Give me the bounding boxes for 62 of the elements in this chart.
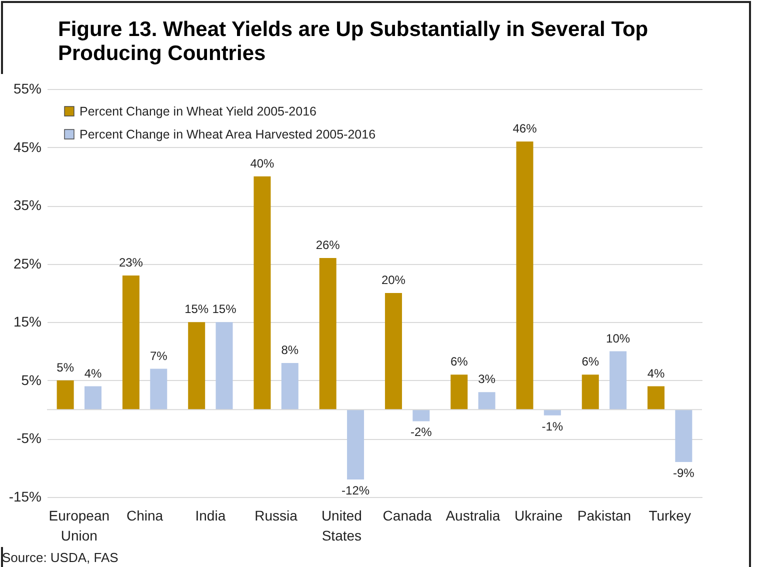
bar: [648, 386, 665, 410]
y-tick-label: 25%: [13, 255, 42, 272]
x-tick-label: China: [126, 508, 164, 524]
bar: [319, 258, 336, 410]
bar: [347, 410, 364, 480]
bar: [412, 410, 430, 422]
x-tick-label: Canada: [382, 508, 432, 524]
y-tick-label: 35%: [13, 197, 42, 214]
y-tick-label: 5%: [21, 372, 42, 388]
bar: [122, 276, 140, 410]
x-tick-label: European Union: [48, 508, 110, 544]
legend-label: Percent Change in Wheat Yield 2005-2016: [80, 104, 317, 118]
data-label: 23%: [118, 256, 144, 270]
data-label: 20%: [381, 273, 406, 287]
x-tick-label: Pakistan: [577, 508, 632, 524]
data-label: 3%: [478, 372, 496, 386]
data-label: 40%: [250, 156, 275, 170]
x-tick-label: India: [195, 508, 226, 524]
data-label: 4%: [647, 366, 666, 380]
data-label: -1%: [542, 419, 564, 434]
y-tick-label: 55%: [13, 80, 42, 96]
bar: [450, 374, 468, 410]
y-tick-label: -5%: [16, 430, 42, 446]
source-note: Source: USDA, FAS: [2, 550, 118, 565]
x-tick-label: United States: [321, 508, 362, 544]
data-label: 46%: [512, 121, 538, 136]
bar: [675, 410, 692, 462]
data-label: -12%: [342, 484, 370, 498]
legend-label: Percent Change in Wheat Area Harvested 2005-2016: [80, 127, 376, 142]
y-tick-label: -15%: [8, 488, 42, 504]
bar: [582, 374, 599, 410]
x-tick-label: Ukraine: [514, 508, 563, 524]
data-label: 5%: [56, 360, 74, 374]
data-label: 15%: [184, 302, 209, 316]
y-tick-label: 15%: [13, 314, 42, 330]
bar: [216, 322, 233, 410]
data-label: 6%: [582, 354, 600, 369]
chart-title: Figure 13. Wheat Yields are Up Substantially in Several Top Producing Countries: [58, 18, 650, 66]
bar: [84, 386, 102, 410]
data-label: 7%: [150, 348, 168, 363]
bar: [384, 293, 402, 410]
x-tick-label: Russia: [254, 508, 298, 524]
y-tick-label: 45%: [13, 138, 42, 155]
bar: [478, 392, 496, 410]
x-tick-label: Turkey: [648, 508, 691, 524]
bar: [254, 176, 271, 410]
data-label: 10%: [606, 331, 630, 346]
bar: [544, 410, 561, 416]
bar: [281, 362, 298, 410]
data-label: 6%: [450, 354, 468, 369]
data-label: -2%: [410, 425, 432, 440]
x-tick-label: Australia: [446, 508, 500, 524]
bar: [188, 322, 206, 410]
data-label: 8%: [281, 342, 299, 357]
bar: [150, 368, 168, 410]
data-label: 4%: [84, 366, 102, 380]
bar: [516, 141, 534, 410]
data-label: -9%: [673, 466, 695, 480]
data-label: 15%: [212, 302, 237, 316]
bar: [610, 351, 627, 410]
bar: [56, 380, 74, 410]
data-label: 26%: [316, 238, 340, 252]
